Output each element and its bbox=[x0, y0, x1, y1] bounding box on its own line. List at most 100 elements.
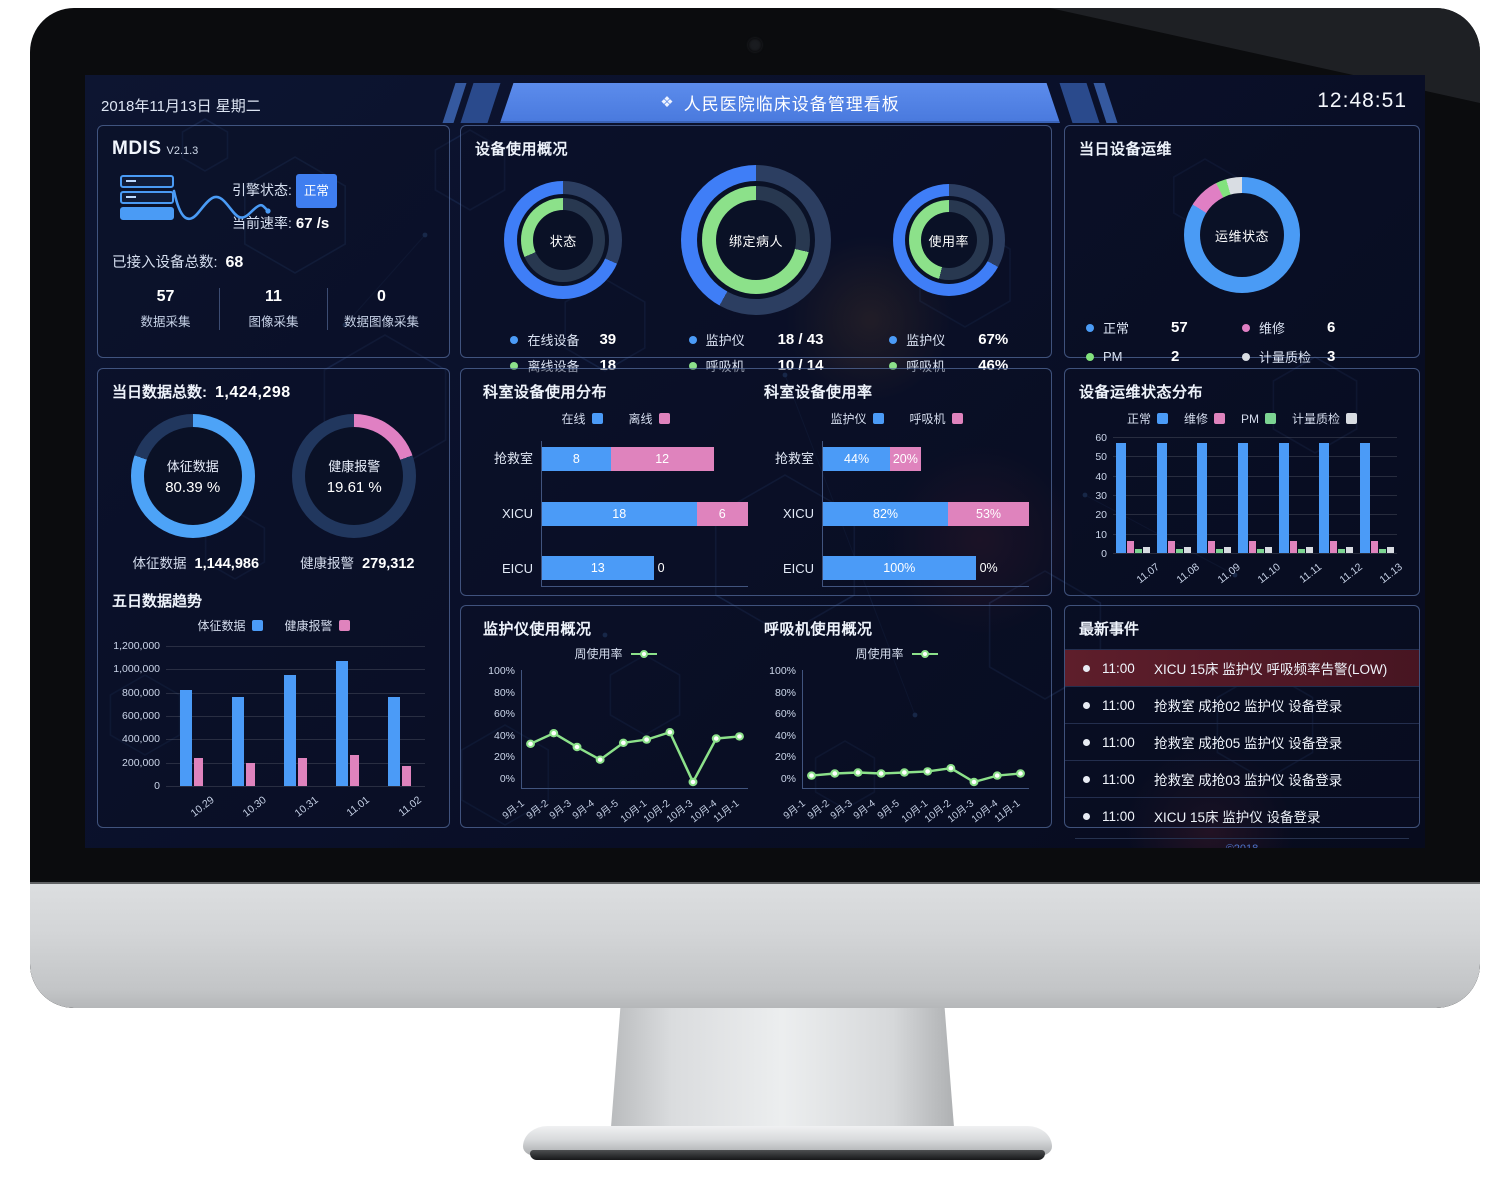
x-tick-label: 9月-5 bbox=[875, 798, 902, 822]
legend-value: 18 bbox=[599, 357, 617, 374]
gridline bbox=[1113, 437, 1397, 438]
bar-secondary bbox=[194, 758, 204, 786]
monitor-stand-neck bbox=[610, 1008, 955, 1140]
dashboard-screen: 2018年11月13日 星期二 ❖ 人民医院临床设备管理看板 12:48:51 … bbox=[85, 75, 1425, 848]
y-tick-label: 50 bbox=[1095, 451, 1107, 464]
y-tick-label: 10 bbox=[1095, 528, 1107, 541]
panel-title: 当日设备运维 bbox=[1079, 141, 1173, 158]
y-tick-label: 0 bbox=[154, 780, 160, 792]
pair-value: 279,312 bbox=[362, 556, 415, 572]
event-row-alert[interactable]: 11:00 XICU 15床 监护仪 呼吸频率告警(LOW) bbox=[1065, 649, 1419, 686]
bar-series-0 bbox=[1197, 442, 1208, 553]
y-tick-label: 0 bbox=[1101, 548, 1107, 560]
diamond-cluster-icon: ❖ bbox=[660, 94, 675, 111]
event-text: 抢救室 成抢05 监护仪 设备登录 bbox=[1154, 736, 1343, 751]
donut-chart: 状态 bbox=[504, 181, 623, 299]
five-day-title: 五日数据趋势 bbox=[112, 593, 203, 610]
y-tick-label: 20% bbox=[493, 751, 515, 764]
legend-value: 3 bbox=[1327, 348, 1336, 365]
y-tick-label: 100% bbox=[769, 665, 796, 677]
data-point bbox=[526, 739, 536, 749]
event-text: 抢救室 成抢02 监护仪 设备登录 bbox=[1154, 699, 1343, 714]
clock: 12:48:51 bbox=[1317, 89, 1407, 112]
event-row[interactable]: 11:00 抢救室 成抢02 监护仪 设备登录 bbox=[1065, 686, 1419, 723]
line-marker-icon bbox=[630, 649, 657, 658]
x-tick-label: 11.08 bbox=[1174, 561, 1203, 587]
legend-row: 监护仪 67% bbox=[889, 330, 1008, 349]
legend-dot-icon bbox=[889, 361, 898, 370]
category-label: 抢救室 bbox=[774, 451, 814, 466]
bar-series-3 bbox=[1305, 547, 1313, 553]
server-icon bbox=[112, 174, 271, 239]
bar-series-0 bbox=[1116, 442, 1127, 553]
event-row[interactable]: 11:00 抢救室 成抢03 监护仪 设备登录 bbox=[1065, 760, 1419, 797]
copyright: ©2018 bbox=[1075, 838, 1409, 848]
donut-center-percent: 19.61 % bbox=[326, 479, 382, 496]
legend-dot-icon bbox=[1242, 323, 1250, 332]
panel-title: 科室设备使用率 bbox=[764, 384, 873, 401]
gridline bbox=[1113, 495, 1397, 496]
banner-right-wing bbox=[1059, 83, 1118, 123]
data-donuts: 体征数据 80.39 % 健康报警 19.61 % bbox=[112, 414, 435, 538]
event-time: 11:00 bbox=[1102, 697, 1135, 713]
event-row[interactable]: 11:00 抢救室 成抢05 监护仪 设备登录 bbox=[1065, 723, 1419, 760]
zero-value-label: 0% bbox=[979, 561, 998, 575]
data-point bbox=[946, 764, 956, 773]
bar-series-1 bbox=[1248, 541, 1256, 553]
bar-group: 10.29 bbox=[180, 690, 217, 820]
donut-legend: 在线设备 39 离线设备 18 bbox=[510, 323, 616, 382]
legend-row: 离线设备 18 bbox=[510, 356, 616, 375]
legend-item: PM bbox=[1241, 412, 1276, 426]
legend-row: 在线设备 39 bbox=[510, 330, 616, 349]
legend-label: 周使用率 bbox=[855, 647, 904, 661]
legend-item: 离线 bbox=[629, 410, 670, 427]
donut-center-percent: 80.39 % bbox=[165, 479, 221, 496]
bar-group: 11.11 bbox=[1278, 442, 1324, 586]
bar-segment-secondary: 53% bbox=[948, 501, 1029, 526]
bar-row: 13 0 bbox=[542, 556, 748, 580]
monitor-chin bbox=[30, 882, 1480, 1008]
bar-row: 82% 53% bbox=[823, 501, 1029, 526]
category-label: 抢救室 bbox=[493, 451, 533, 466]
bar-group: 11.10 bbox=[1237, 442, 1283, 586]
bar-primary bbox=[180, 690, 193, 786]
panel-title: 设备使用概况 bbox=[475, 141, 569, 158]
data-donut-group: 健康报警 19.61 % bbox=[292, 414, 417, 538]
x-tick-label: 10.29 bbox=[188, 794, 217, 820]
legend-item: 在线 bbox=[561, 410, 603, 427]
bar-primary bbox=[232, 697, 245, 786]
bar-row: 18 6 bbox=[542, 501, 748, 526]
data-total-label: 当日数据总数: bbox=[112, 384, 207, 401]
legend-dot-icon bbox=[889, 335, 898, 344]
stacked-bar-chart: 抢救室 XICU EICU 8 12 18 6 13 0 bbox=[483, 441, 748, 587]
y-tick-label: 0% bbox=[499, 772, 515, 785]
monitor-frame: 2018年11月13日 星期二 ❖ 人民医院临床设备管理看板 12:48:51 … bbox=[30, 8, 1480, 1008]
panel-latest-events: 最新事件 11:00 XICU 15床 监护仪 呼吸频率告警(LOW) 11:00 抢… bbox=[1064, 605, 1420, 848]
bar-group: 11.13 bbox=[1359, 442, 1405, 586]
donut-legend: 监护仪 67% 呼吸机 46% bbox=[889, 323, 1008, 382]
data-total-value: 1,424,298 bbox=[215, 384, 291, 401]
legend-value: 18 / 43 bbox=[777, 331, 824, 348]
gridline bbox=[166, 786, 425, 787]
connected-devices-label: 已接入设备总数: bbox=[112, 255, 218, 271]
y-tick-label: 60% bbox=[493, 708, 515, 721]
donut-center-label: 健康报警 bbox=[328, 459, 381, 474]
plot-area: 10.29 10.30 10.31 11.01 11.02 bbox=[166, 646, 425, 820]
bar-series-3 bbox=[1183, 547, 1191, 553]
event-time: 11:00 bbox=[1102, 808, 1135, 824]
data-point bbox=[572, 742, 582, 752]
donut-center-label: 状态 bbox=[549, 233, 577, 249]
collection-stat: 57 数据采集 bbox=[112, 288, 219, 330]
bullet-icon bbox=[1083, 701, 1090, 709]
category-label: XICU bbox=[501, 506, 533, 521]
data-point bbox=[923, 767, 933, 776]
bar-group: 10.31 bbox=[283, 674, 320, 820]
event-row[interactable]: 11:00 XICU 15床 监护仪 设备登录 bbox=[1065, 797, 1419, 834]
rate-value: 67 /s bbox=[295, 215, 330, 232]
x-tick-label: 10.31 bbox=[292, 794, 321, 820]
data-point bbox=[807, 771, 817, 780]
bullet-icon bbox=[1083, 738, 1090, 746]
gridline bbox=[1113, 514, 1397, 516]
gridline bbox=[166, 646, 425, 647]
bar-segment-secondary: 6 bbox=[696, 501, 748, 526]
